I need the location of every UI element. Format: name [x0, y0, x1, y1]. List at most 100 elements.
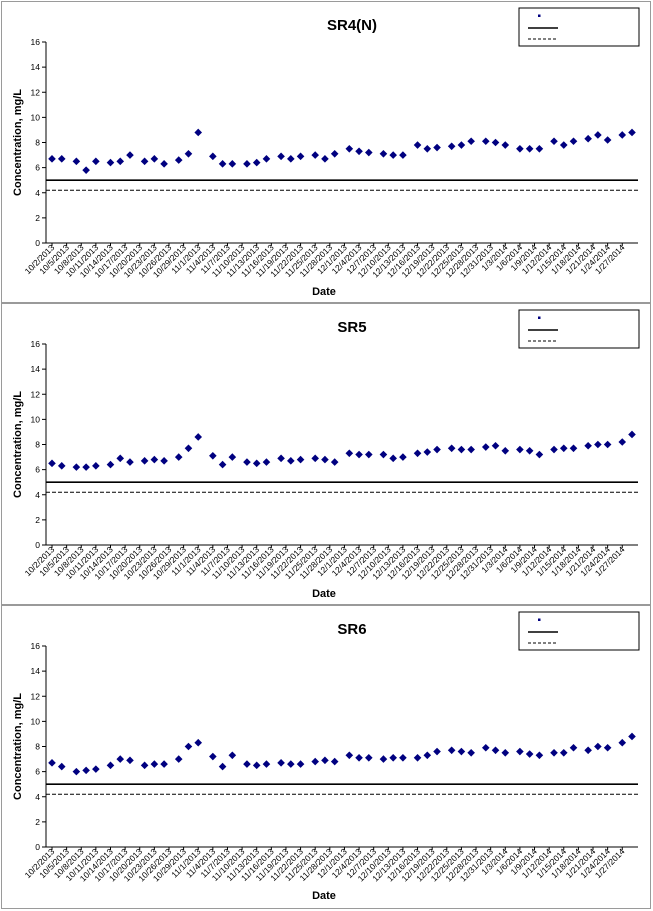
- legend: [518, 611, 640, 651]
- data-point: [48, 459, 56, 468]
- data-point: [447, 746, 456, 755]
- data-point: [516, 445, 524, 454]
- x-axis-title: Date: [312, 286, 336, 298]
- data-point: [457, 747, 466, 756]
- data-point: [594, 742, 602, 751]
- data-point: [481, 443, 490, 451]
- data-point: [569, 444, 578, 453]
- legend-marker-icon: [538, 316, 541, 319]
- legend-marker-icon: [538, 14, 541, 17]
- data-point: [57, 462, 66, 470]
- data-point: [106, 158, 115, 167]
- data-point: [550, 748, 558, 757]
- data-point: [447, 142, 456, 151]
- data-point: [365, 148, 373, 157]
- data-point: [355, 147, 363, 156]
- data-point: [559, 444, 568, 453]
- data-point: [550, 137, 558, 146]
- data-point: [628, 128, 636, 137]
- data-point: [106, 460, 115, 469]
- data-point: [321, 756, 329, 765]
- data-point: [413, 754, 422, 762]
- y-tick-label: 10: [31, 112, 41, 122]
- data-point: [569, 743, 578, 752]
- data-point: [57, 155, 66, 163]
- data-point: [116, 454, 125, 463]
- data-point: [365, 450, 373, 459]
- data-point: [194, 128, 203, 137]
- data-point: [140, 457, 149, 465]
- data-point: [287, 155, 295, 163]
- data-point: [218, 460, 227, 469]
- data-point: [160, 760, 168, 768]
- y-tick-label: 0: [35, 842, 40, 852]
- data-point: [218, 160, 227, 168]
- data-point: [321, 455, 329, 464]
- data-point: [209, 752, 217, 761]
- data-point: [174, 755, 183, 763]
- y-tick-label: 4: [35, 792, 40, 802]
- data-point: [287, 760, 295, 768]
- data-point: [379, 755, 388, 763]
- data-point: [209, 152, 217, 161]
- data-point: [296, 455, 305, 464]
- data-point: [594, 440, 602, 449]
- data-point: [48, 759, 56, 767]
- legend-box: [518, 611, 640, 651]
- data-point: [467, 445, 475, 454]
- data-point: [516, 144, 524, 153]
- y-tick-label: 10: [31, 414, 41, 424]
- data-point: [491, 746, 500, 755]
- data-point: [209, 452, 217, 460]
- data-point: [228, 751, 237, 760]
- data-point: [584, 441, 592, 450]
- data-point: [116, 755, 125, 763]
- data-point: [379, 450, 388, 459]
- data-point: [603, 136, 612, 144]
- data-point: [603, 743, 612, 752]
- y-tick-label: 8: [35, 138, 40, 148]
- data-point: [525, 446, 534, 455]
- y-tick-label: 0: [35, 540, 40, 550]
- data-point: [535, 144, 544, 153]
- data-point: [423, 144, 432, 153]
- data-point: [584, 746, 592, 755]
- y-tick-label: 12: [31, 87, 41, 97]
- legend: [518, 309, 640, 349]
- data-point: [57, 762, 66, 771]
- data-point: [433, 445, 441, 454]
- data-point: [467, 748, 475, 757]
- data-point: [262, 155, 271, 163]
- data-point: [501, 446, 510, 455]
- y-tick-label: 14: [31, 666, 41, 676]
- data-point: [252, 459, 261, 468]
- data-point: [330, 757, 339, 766]
- data-point: [126, 151, 134, 159]
- data-point: [252, 761, 261, 770]
- data-point: [399, 754, 407, 762]
- legend: [518, 7, 640, 47]
- data-point: [379, 150, 388, 158]
- data-point: [618, 738, 627, 747]
- data-point: [311, 757, 319, 766]
- data-point: [194, 738, 203, 747]
- data-point: [243, 458, 251, 466]
- data-point: [106, 761, 115, 770]
- data-point: [116, 157, 125, 166]
- data-point: [457, 445, 466, 454]
- y-tick-label: 2: [35, 515, 40, 525]
- data-point: [413, 141, 422, 149]
- y-tick-label: 14: [31, 364, 41, 374]
- data-point: [399, 151, 407, 159]
- x-axis-title: Date: [312, 588, 336, 600]
- data-point: [423, 751, 432, 760]
- data-point: [413, 449, 422, 458]
- chart-title: SR5: [337, 319, 366, 336]
- data-point: [72, 767, 81, 776]
- data-point: [48, 155, 56, 163]
- data-point: [277, 454, 285, 463]
- chart-panel-sr6: SR6 0 2 4 6 8 10 12 14 16 Concentration, mg/L 10/2/…: [1, 605, 651, 909]
- y-axis-title: Concentration, mg/L: [12, 89, 24, 196]
